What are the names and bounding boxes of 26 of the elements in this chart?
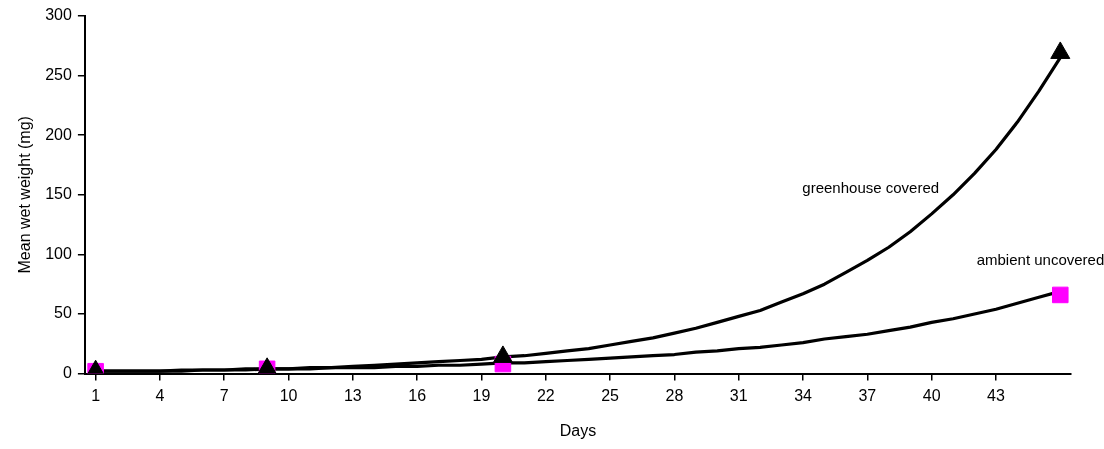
x-tick-label: 25: [601, 386, 620, 404]
x-tick-label: 16: [408, 386, 427, 404]
x-tick-label: 1: [91, 386, 101, 404]
y-tick-label: 150: [45, 185, 72, 203]
x-tick-label: 7: [219, 386, 229, 404]
x-tick-label: 43: [987, 386, 1005, 404]
x-tick-label: 28: [665, 386, 684, 404]
y-tick-label: 50: [54, 304, 72, 322]
text: ambient uncovered: [976, 251, 1104, 269]
y-tick-label: 300: [45, 6, 72, 24]
series-label: greenhouse covered: [802, 178, 940, 196]
x-tick-label: 22: [536, 386, 555, 404]
y-tick-label: 200: [45, 125, 72, 143]
x-tick-label: 34: [794, 386, 813, 404]
x-tick-label: 13: [343, 386, 362, 404]
y-tick-label: 100: [45, 244, 72, 262]
x-axis-title: Days: [559, 421, 597, 439]
x-tick-label: 19: [472, 386, 491, 404]
y-tick-label: 250: [45, 66, 72, 84]
x-tick-label: 40: [922, 386, 941, 404]
x-tick-label: 4: [155, 386, 165, 404]
x-tick-label: 31: [729, 386, 748, 404]
y-axis-title: Mean wet weight (mg): [16, 116, 34, 274]
x-tick-label: 10: [279, 386, 298, 404]
y-tick-label: 0: [62, 364, 72, 382]
x-tick-label: 37: [858, 386, 877, 404]
